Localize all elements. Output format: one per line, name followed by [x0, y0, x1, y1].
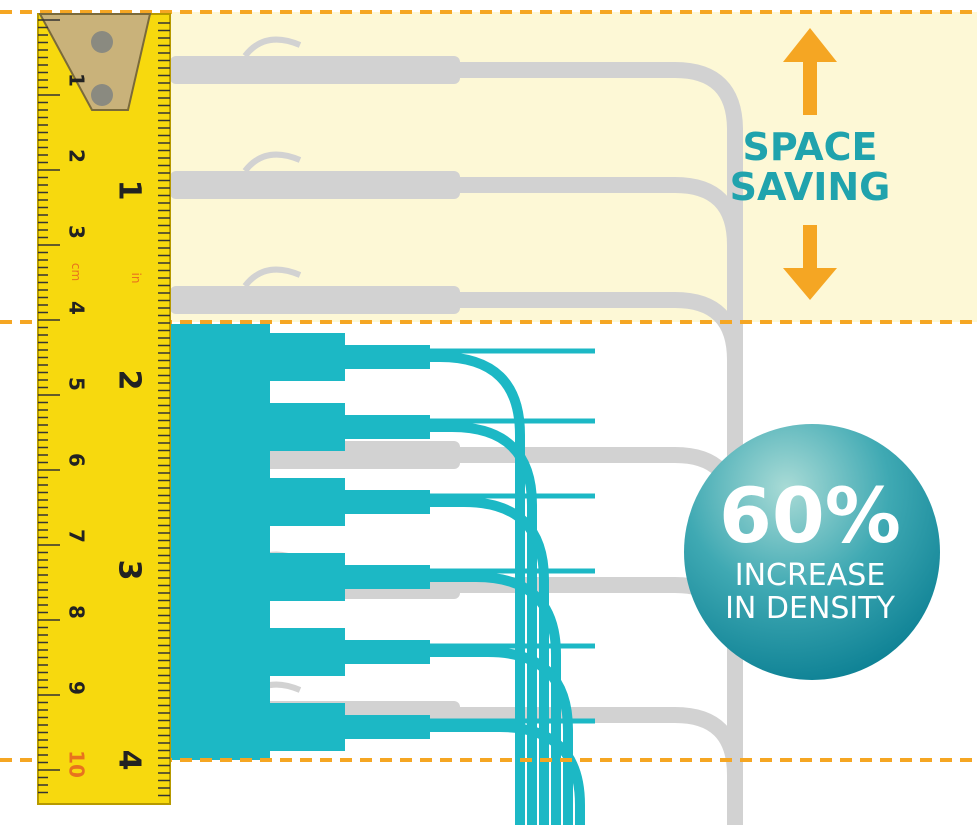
- teal-boot: [345, 565, 430, 589]
- teal-boot: [345, 345, 430, 369]
- cm-label: 4: [65, 301, 89, 315]
- badge-value: 60%: [719, 471, 901, 560]
- gray-latch: [242, 36, 302, 58]
- gray-cable: [170, 292, 743, 825]
- gray-connector: [170, 56, 460, 84]
- teal-cable: [340, 422, 537, 825]
- teal-connector: [270, 478, 345, 526]
- cm-label: 10: [65, 750, 89, 778]
- gray-latch: [242, 151, 302, 173]
- in-label: 1: [112, 180, 147, 201]
- teal-connector: [270, 628, 345, 676]
- teal-connector: [270, 403, 345, 451]
- gray-latch: [242, 266, 302, 288]
- teal-block: [170, 324, 270, 760]
- cm-label: 9: [65, 681, 89, 695]
- cm-label: 8: [65, 605, 89, 619]
- teal-boot: [345, 715, 430, 739]
- teal-connector: [270, 703, 345, 751]
- badge-line: IN DENSITY: [725, 591, 896, 626]
- in-label: 4: [112, 750, 147, 771]
- cm-label: 7: [65, 529, 89, 543]
- gray-connector: [170, 171, 460, 199]
- badge-line: INCREASE: [735, 558, 886, 593]
- arrows: [783, 28, 837, 300]
- teal-cables: [170, 324, 595, 825]
- cm-label: 6: [65, 453, 89, 467]
- cm-label: 1: [65, 73, 89, 87]
- cm-label: 3: [65, 225, 89, 239]
- tape-measure: 1 2 3 4 5 6 7 8 9 10 cm 1 2 3 4 in: [37, 13, 171, 805]
- teal-connector: [270, 333, 345, 381]
- cm-label: 2: [65, 149, 89, 163]
- cm-label: 5: [65, 377, 89, 391]
- callout-line: SPACE: [743, 125, 878, 169]
- in-unit: in: [129, 273, 143, 284]
- in-label: 3: [112, 560, 147, 581]
- cm-unit: cm: [69, 263, 83, 281]
- gray-cable: [170, 707, 743, 825]
- gray-cable: [170, 177, 743, 825]
- teal-cable: [340, 352, 525, 825]
- teal-cable: [340, 722, 585, 825]
- gray-cable: [170, 62, 743, 825]
- teal-boot: [345, 640, 430, 664]
- teal-boot: [345, 490, 430, 514]
- gray-connector: [170, 286, 460, 314]
- density-badge: [684, 424, 940, 680]
- in-label: 2: [112, 370, 147, 391]
- callout-line: SAVING: [730, 165, 891, 209]
- teal-connector: [270, 553, 345, 601]
- teal-boot: [345, 415, 430, 439]
